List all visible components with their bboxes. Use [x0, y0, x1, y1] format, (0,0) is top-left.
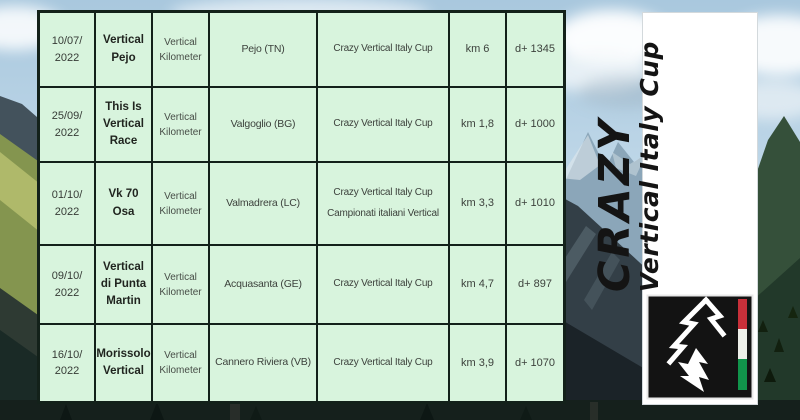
- brand-name: CRAZY: [589, 116, 640, 292]
- center-rock-slope: [545, 188, 650, 420]
- cell-event-name: This Is Vertical Race: [96, 88, 151, 161]
- cell-location: Acquasanta (GE): [210, 246, 316, 323]
- bottom-forest: [0, 400, 800, 420]
- cell-location: Valgoglio (BG): [210, 88, 316, 161]
- brand-lockup: CRAZY Vertical Italy Cup: [589, 40, 664, 292]
- cell-race-type: Vertical Kilometer: [153, 246, 208, 323]
- mountain-outline: [666, 296, 727, 366]
- brand-subtitle: Vertical Italy Cup: [635, 40, 664, 292]
- cell-race-type: Vertical Kilometer: [153, 88, 208, 161]
- cell-series: Crazy Vertical Italy Cup Campionati ital…: [318, 163, 448, 244]
- cell-location: Cannero Riviera (VB): [210, 325, 316, 401]
- cell-elevation: d+ 1000: [507, 88, 563, 161]
- cell-race-type: Vertical Kilometer: [153, 325, 208, 401]
- cell-distance: km 4,7: [450, 246, 505, 323]
- cell-event-name: Vertical Pejo: [96, 13, 151, 86]
- cell-distance: km 3,3: [450, 163, 505, 244]
- cell-date: 01/10/ 2022: [40, 163, 94, 244]
- cell-series: Crazy Vertical Italy Cup: [318, 325, 448, 401]
- cell-location: Valmadrera (LC): [210, 163, 316, 244]
- cell-event-name: Vk 70 Osa: [96, 163, 151, 244]
- cell-elevation: d+ 1345: [507, 13, 563, 86]
- cell-distance: km 1,8: [450, 88, 505, 161]
- cell-series: Crazy Vertical Italy Cup: [318, 88, 448, 161]
- cell-event-name: Morissolo Vertical: [96, 325, 151, 401]
- cell-date: 16/10/ 2022: [40, 325, 94, 401]
- brand-panel: CRAZY Vertical Italy Cup: [590, 12, 758, 405]
- cell-elevation: d+ 1010: [507, 163, 563, 244]
- cell-series: Crazy Vertical Italy Cup: [318, 13, 448, 86]
- cell-distance: km 3,9: [450, 325, 505, 401]
- cell-elevation: d+ 1070: [507, 325, 563, 401]
- cell-date: 09/10/ 2022: [40, 246, 94, 323]
- cell-race-type: Vertical Kilometer: [153, 13, 208, 86]
- cell-date: 10/07/ 2022: [40, 13, 94, 86]
- left-slope: [0, 96, 45, 420]
- cell-event-name: Vertical di Punta Martin: [96, 246, 151, 323]
- race-schedule-table: 10/07/ 2022 Vertical Pejo Vertical Kilom…: [37, 10, 566, 404]
- cell-date: 25/09/ 2022: [40, 88, 94, 161]
- italian-flag-stripe: [738, 299, 747, 390]
- cell-race-type: Vertical Kilometer: [153, 163, 208, 244]
- mountain-arrow-logo-icon: [646, 294, 754, 400]
- cell-location: Pejo (TN): [210, 13, 316, 86]
- down-arrow: [678, 348, 709, 392]
- cell-distance: km 6: [450, 13, 505, 86]
- cell-elevation: d+ 897: [507, 246, 563, 323]
- cell-series: Crazy Vertical Italy Cup: [318, 246, 448, 323]
